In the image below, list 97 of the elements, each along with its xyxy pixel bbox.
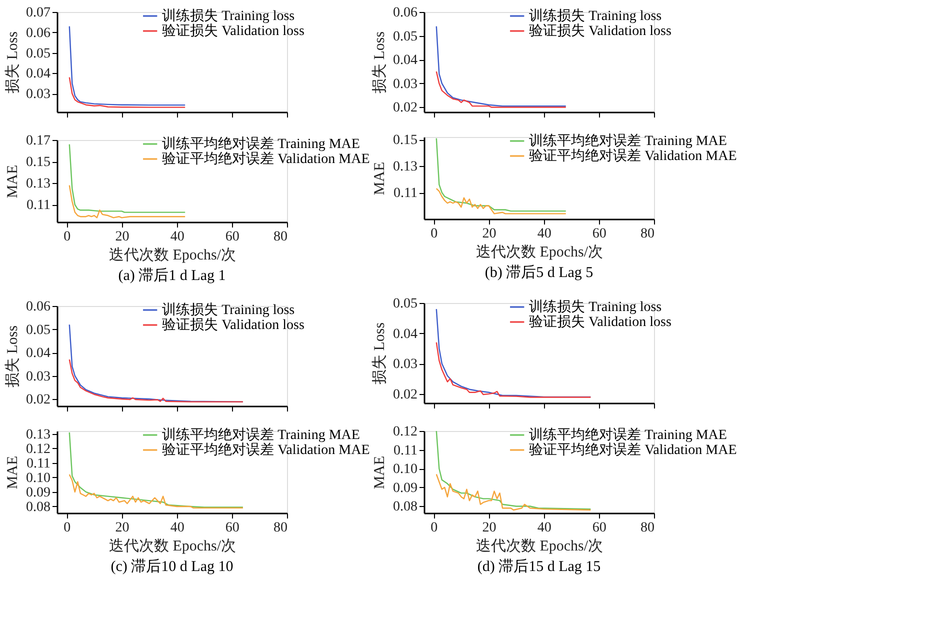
x-tick-label: 60 [592, 520, 606, 536]
text: (a) 滞后1 d Lag 1 [118, 267, 226, 284]
y-tick-label: 0.03 [26, 369, 50, 384]
x-axis-title: 迭代次数 Epochs/次 [476, 244, 604, 260]
y-axis-title: 损失 Loss [371, 31, 388, 94]
x-tick-label: 80 [640, 520, 654, 536]
line-series [68, 474, 244, 509]
x-tick-label: 0 [430, 226, 438, 242]
y-tick-label: 0.04 [26, 66, 50, 82]
line-series [68, 76, 186, 108]
y-tick-label: 0.04 [393, 53, 418, 68]
legend-label: 验证平均绝对误差 Validation MAE [529, 442, 737, 458]
x-tick-label: 0 [430, 520, 438, 536]
y-tick-label: 0.06 [26, 300, 50, 314]
legend-label: 训练平均绝对误差 Training MAE [529, 133, 727, 149]
legend-label: 训练平均绝对误差 Training MAE [529, 427, 727, 443]
y-tick-label: 0.17 [26, 134, 50, 148]
legend-label: 训练损失 Training loss [529, 299, 662, 315]
y-tick-label: 0.04 [393, 326, 418, 342]
y-tick-label: 0.05 [393, 29, 418, 44]
legend-label: 验证损失 Validation loss [529, 23, 672, 39]
x-tick-label: 60 [225, 520, 240, 536]
y-axis-title: 损失 Loss [4, 325, 21, 388]
y-tick-label: 0.13 [26, 176, 50, 192]
x-tick-label: 40 [170, 230, 184, 244]
line-series [436, 70, 566, 108]
legend-label: 验证平均绝对误差 Validation MAE [162, 151, 370, 167]
legend-label: 训练平均绝对误差 Training MAE [162, 427, 360, 443]
y-tick-label: 0.11 [394, 443, 418, 458]
legend-label: 验证损失 Validation loss [529, 314, 672, 330]
y-tick-label: 0.11 [26, 198, 50, 214]
x-tick-label: 60 [592, 226, 606, 242]
y-tick-label: 0.09 [26, 485, 50, 500]
y-tick-label: 0.06 [26, 26, 50, 41]
y-tick-label: 0.11 [394, 186, 418, 202]
y-tick-label: 0.04 [26, 346, 50, 362]
line-series [436, 474, 592, 511]
y-axis-title: 损失 Loss [371, 322, 388, 385]
legend-label: 验证损失 Validation loss [162, 317, 304, 333]
y-tick-label: 0.10 [393, 462, 418, 478]
legend-label: 训练损失 Training loss [162, 8, 295, 24]
legend-label: 训练损失 Training loss [162, 302, 295, 318]
x-tick-label: 40 [537, 520, 552, 536]
line-series [436, 342, 592, 398]
text: (c) 滞后10 d Lag 10 [110, 558, 234, 575]
y-tick-label: 0.06 [393, 6, 418, 20]
text: (d) 滞后15 d Lag 15 [477, 558, 601, 575]
x-tick-label: 80 [274, 230, 288, 244]
text: (b) 滞后5 d Lag 5 [484, 264, 594, 281]
x-tick-label: 40 [537, 226, 552, 242]
legend-label: 验证平均绝对误差 Validation MAE [529, 148, 737, 164]
y-tick-label: 0.15 [393, 133, 418, 148]
y-tick-label: 0.08 [393, 500, 418, 515]
x-tick-label: 20 [115, 520, 130, 536]
y-tick-label: 0.07 [26, 6, 50, 20]
x-tick-label: 80 [640, 226, 654, 242]
y-tick-label: 0.11 [26, 456, 50, 472]
y-tick-label: 0.05 [26, 46, 50, 62]
y-tick-label: 0.05 [26, 322, 50, 338]
y-tick-label: 0.12 [26, 442, 50, 457]
x-axis-title: 迭代次数 Epochs/次 [476, 538, 604, 554]
line-series [68, 184, 186, 218]
y-tick-label: 0.13 [26, 427, 50, 442]
x-axis-title: 迭代次数 Epochs/次 [108, 538, 236, 554]
y-tick-label: 0.13 [393, 160, 418, 175]
y-tick-label: 0.15 [26, 155, 50, 170]
y-tick-label: 0.09 [393, 480, 418, 496]
y-tick-label: 0.08 [26, 500, 50, 515]
x-tick-label: 60 [225, 230, 240, 244]
x-axis-title: 迭代次数 Epochs/次 [108, 246, 236, 264]
x-tick-label: 40 [170, 520, 184, 536]
x-tick-label: 20 [482, 520, 496, 536]
legend-label: 训练平均绝对误差 Training MAE [162, 136, 360, 152]
legend-label: 训练损失 Training loss [529, 8, 662, 24]
y-tick-label: 0.05 [393, 296, 418, 312]
legend-label: 验证损失 Validation loss [162, 23, 304, 39]
y-axis-title: MAE [5, 456, 21, 490]
x-tick-label: 0 [64, 520, 71, 536]
y-axis-title: MAE [5, 164, 21, 198]
y-axis-title: MAE [372, 456, 388, 490]
y-tick-label: 0.02 [393, 100, 418, 116]
y-tick-label: 0.02 [26, 392, 50, 408]
y-tick-label: 0.03 [26, 87, 50, 102]
y-tick-label: 0.03 [393, 357, 418, 372]
x-tick-label: 0 [64, 230, 71, 244]
y-tick-label: 0.12 [393, 424, 418, 440]
x-tick-label: 20 [482, 226, 496, 242]
y-tick-label: 0.10 [26, 470, 50, 486]
y-axis-title: MAE [372, 162, 388, 196]
y-tick-label: 0.02 [393, 387, 418, 402]
x-tick-label: 20 [115, 230, 130, 244]
line-series [436, 188, 566, 214]
y-axis-title: 损失 Loss [4, 31, 21, 94]
x-tick-label: 80 [274, 520, 288, 536]
y-tick-label: 0.03 [393, 76, 418, 92]
legend-label: 验证平均绝对误差 Validation MAE [162, 442, 370, 458]
line-series [68, 358, 244, 402]
